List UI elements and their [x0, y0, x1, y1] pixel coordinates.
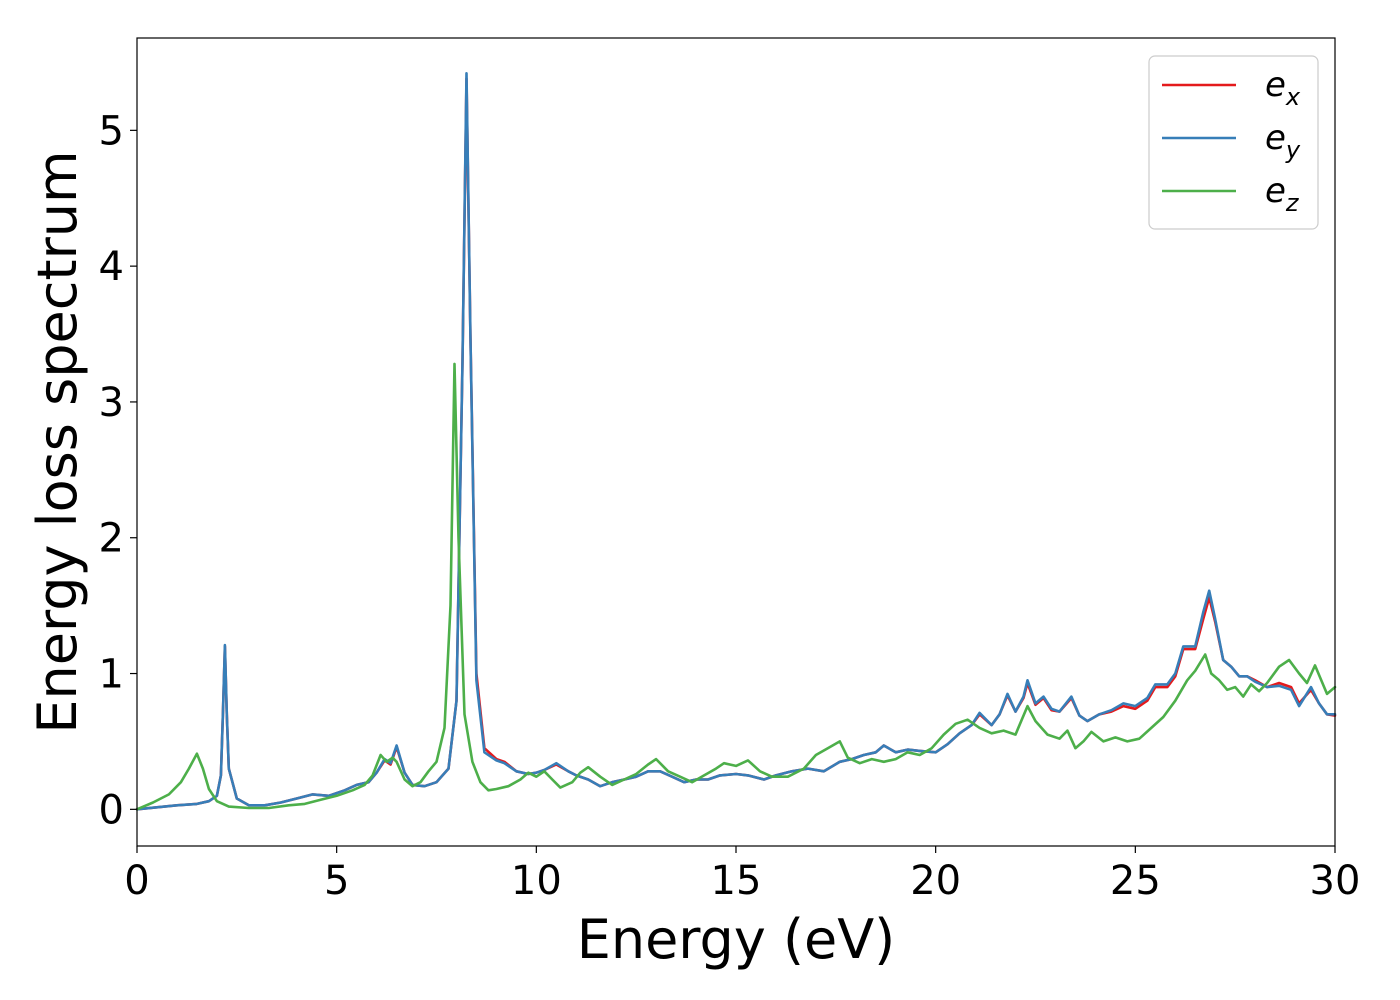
series-layer	[135, 72, 1337, 811]
x-tick-label: 15	[711, 858, 762, 904]
x-tick-label: 0	[124, 858, 149, 904]
y-tick-label: 2	[99, 516, 124, 562]
series-line-z	[135, 362, 1337, 811]
x-tick-label: 25	[1110, 858, 1161, 904]
x-axis-title: Energy (eV)	[577, 908, 896, 971]
y-axis-title: Energy loss spectrum	[26, 150, 89, 733]
x-axis-ticks: 0 5 10 15 20 25 30	[124, 846, 1360, 904]
y-tick-label: 5	[99, 108, 124, 154]
x-tick-label: 30	[1310, 858, 1361, 904]
y-tick-label: 0	[99, 787, 124, 833]
y-tick-label: 1	[99, 652, 124, 698]
y-tick-label: 3	[99, 380, 124, 426]
x-tick-label: 20	[910, 858, 961, 904]
x-tick-label: 10	[511, 858, 562, 904]
y-axis-ticks: 0 1 2 3 4 5	[99, 108, 137, 833]
legend-box	[1148, 55, 1319, 230]
x-tick-label: 5	[324, 858, 349, 904]
y-tick-label: 4	[99, 244, 124, 290]
series-line-y	[135, 72, 1337, 811]
